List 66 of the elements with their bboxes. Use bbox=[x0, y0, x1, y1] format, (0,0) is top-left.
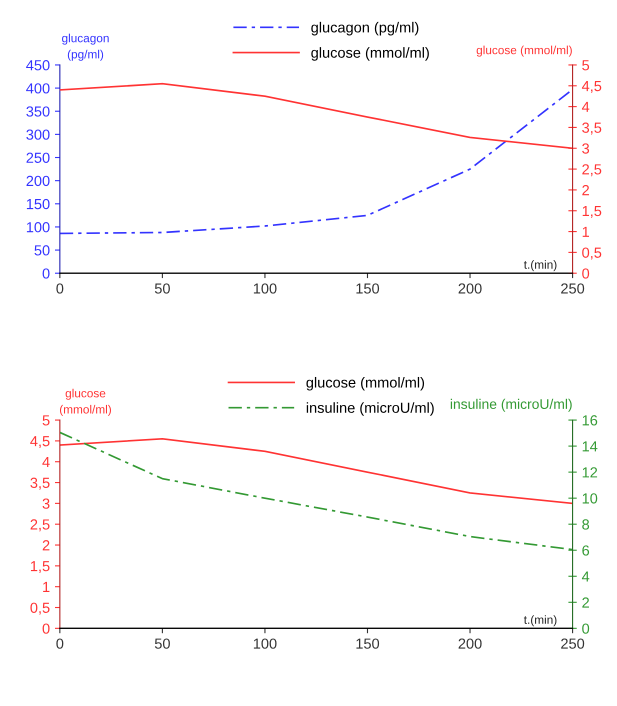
y2-tick-label: 4 bbox=[582, 572, 590, 582]
x-tick-label: 50 bbox=[154, 638, 170, 649]
y2-tick-label: 2 bbox=[582, 597, 589, 608]
y2-tick-label: 2 bbox=[582, 185, 589, 196]
y2-tick-label: 0 bbox=[582, 268, 590, 279]
y-tick-label: 300 bbox=[26, 129, 50, 140]
y-tick-label: 4,5 bbox=[30, 436, 50, 448]
y-tick-label: 350 bbox=[26, 106, 50, 117]
x-tick-label: 250 bbox=[561, 283, 584, 294]
x-tick-label: 150 bbox=[356, 638, 380, 649]
y-tick-label: 400 bbox=[26, 83, 50, 94]
y-tick-label: 4 bbox=[42, 456, 50, 468]
x-tick-label: 200 bbox=[458, 283, 482, 294]
y2-tick-label: 1 bbox=[582, 226, 590, 237]
x-tick-label: 100 bbox=[254, 283, 277, 294]
legend-label: glucose (mmol/ml) bbox=[311, 47, 429, 61]
y2-tick-label: 5 bbox=[582, 60, 590, 70]
y2-tick-label: 3 bbox=[582, 143, 590, 154]
y-tick-label: 450 bbox=[26, 60, 50, 70]
y2-tick-label: 10 bbox=[582, 493, 598, 504]
y2-tick-label: 8 bbox=[582, 519, 590, 530]
y-tick-label: 0,5 bbox=[30, 602, 50, 615]
legend-label: glucagon (pg/ml) bbox=[311, 22, 418, 36]
y-tick-label: 5 bbox=[42, 415, 50, 426]
legend-label: glucose (mmol/ml) bbox=[306, 376, 424, 391]
y-tick-label: 250 bbox=[26, 152, 50, 163]
y-tick-label: 1 bbox=[43, 582, 50, 592]
y2-tick-label: 0 bbox=[582, 623, 590, 634]
x-tick-label: 150 bbox=[356, 283, 380, 294]
y2-tick-label: 12 bbox=[582, 467, 598, 478]
y2-tick-label: 4 bbox=[582, 102, 590, 112]
y-tick-label: 200 bbox=[26, 176, 50, 186]
x-axis-title: t.(min) bbox=[524, 260, 556, 272]
x-tick-label: 0 bbox=[56, 638, 64, 649]
y-tick-label: 2,5 bbox=[30, 519, 50, 532]
x-tick-label: 0 bbox=[56, 283, 64, 294]
y-tick-label: 100 bbox=[26, 222, 50, 232]
y-tick-label: 150 bbox=[26, 198, 50, 210]
x-tick-label: 100 bbox=[254, 638, 277, 649]
y2-axis-title: glucose (mmol/ml) bbox=[476, 46, 572, 57]
y2-tick-label: 3,5 bbox=[582, 122, 602, 135]
y-tick-label: 50 bbox=[34, 245, 50, 256]
x-tick-label: 50 bbox=[154, 283, 170, 294]
y2-tick-label: 0,5 bbox=[582, 247, 602, 260]
y2-tick-label: 16 bbox=[582, 415, 598, 426]
line-series bbox=[60, 438, 573, 504]
y2-tick-label: 1,5 bbox=[582, 206, 602, 218]
y2-tick-label: 4,5 bbox=[582, 81, 602, 93]
y2-tick-label: 2,5 bbox=[582, 164, 602, 176]
line-series bbox=[60, 432, 573, 550]
y-tick-label: 0 bbox=[42, 268, 50, 279]
y-axis-title: glucose (mmol/ml) bbox=[60, 388, 111, 416]
y-tick-label: 0 bbox=[42, 623, 50, 634]
y-tick-label: 1,5 bbox=[30, 561, 50, 574]
y2-axis-title: insuline (microU/ml) bbox=[450, 398, 572, 412]
line-series bbox=[60, 82, 573, 150]
x-axis-title: t.(min) bbox=[524, 615, 556, 626]
y2-tick-label: 6 bbox=[582, 545, 590, 556]
x-tick-label: 200 bbox=[458, 638, 482, 649]
x-tick-label: 250 bbox=[561, 638, 584, 649]
y-tick-label: 3,5 bbox=[30, 478, 50, 490]
y-tick-label: 2 bbox=[42, 540, 50, 550]
y-tick-label: 3 bbox=[42, 498, 50, 509]
y-axis-title: glucagon (pg/ml) bbox=[62, 34, 109, 61]
legend-label: insuline (microU/ml) bbox=[306, 402, 434, 416]
y2-tick-label: 14 bbox=[582, 441, 598, 452]
